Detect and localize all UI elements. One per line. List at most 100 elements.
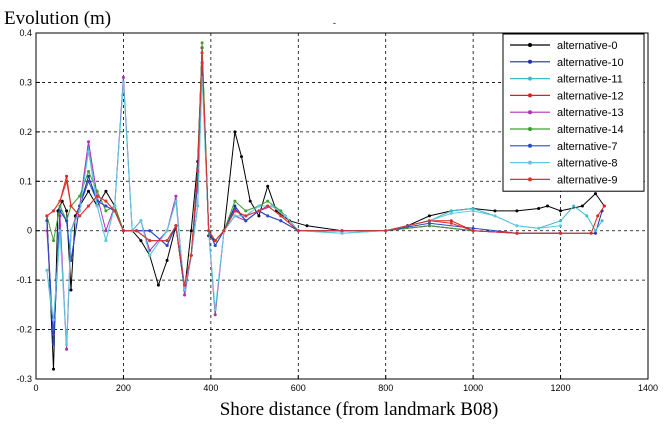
plot-frame <box>35 32 649 380</box>
data-point <box>87 189 90 193</box>
data-point <box>427 219 431 223</box>
data-point <box>257 214 261 218</box>
data-point <box>189 253 193 257</box>
x-tick-label: 1000 <box>463 383 483 393</box>
data-point <box>594 229 597 233</box>
data-point <box>266 214 270 218</box>
legend-marker <box>528 59 532 64</box>
data-point <box>87 204 90 208</box>
data-point <box>165 239 169 243</box>
y-tick-label: 0 <box>27 226 32 236</box>
y-tick-label: 0.2 <box>19 127 32 137</box>
data-point <box>174 199 178 203</box>
data-point <box>95 204 99 208</box>
data-point <box>183 293 187 297</box>
data-point <box>471 209 475 213</box>
data-point <box>65 219 69 223</box>
data-point <box>537 226 541 230</box>
data-point <box>233 204 237 208</box>
data-point <box>139 219 143 223</box>
y-tick-label: -0.2 <box>16 325 32 335</box>
data-point <box>65 209 69 213</box>
data-point <box>213 313 217 317</box>
data-point <box>95 189 99 193</box>
data-point <box>69 229 73 233</box>
data-point <box>104 189 108 193</box>
data-point <box>257 209 261 213</box>
data-point <box>121 229 125 233</box>
data-point <box>104 239 108 243</box>
data-point <box>45 219 49 223</box>
x-tick-label: 0 <box>33 383 38 393</box>
data-point <box>148 229 152 233</box>
data-point <box>165 258 169 262</box>
data-point <box>427 221 431 225</box>
legend-item: alternative-11 <box>510 74 623 86</box>
data-point <box>196 204 200 208</box>
data-point <box>65 179 69 183</box>
data-point <box>148 253 152 257</box>
data-point <box>471 207 475 210</box>
data-point <box>58 204 62 208</box>
data-point <box>213 244 217 247</box>
data-point <box>183 283 187 287</box>
data-point <box>87 169 90 173</box>
x-tick-label: 800 <box>378 383 393 393</box>
data-point <box>427 224 431 228</box>
data-point <box>537 207 541 210</box>
data-point <box>233 207 237 210</box>
data-point <box>283 214 287 218</box>
series-line <box>46 62 561 345</box>
data-point <box>233 214 237 218</box>
data-point <box>87 140 90 144</box>
data-point <box>65 347 69 351</box>
y-tick-label: 0.4 <box>19 28 32 38</box>
data-point <box>449 221 453 225</box>
data-point <box>244 219 248 223</box>
legend-item: alternative-7 <box>510 141 618 153</box>
data-point <box>266 184 270 188</box>
data-point <box>52 209 55 213</box>
data-point <box>585 214 589 218</box>
data-point <box>52 318 55 322</box>
data-point <box>183 288 187 292</box>
data-point <box>572 204 576 208</box>
data-point <box>449 219 453 223</box>
ticks: 0 200 400 600 800 1000 1200 1400 -0.3 -0.2 -0.1 0 0.… <box>16 28 658 393</box>
data-point <box>52 239 55 243</box>
legend-label: alternative-7 <box>557 141 618 153</box>
data-point <box>279 219 283 223</box>
data-point <box>589 231 593 235</box>
data-point <box>559 209 563 213</box>
data-point <box>156 283 160 287</box>
data-point <box>139 239 143 243</box>
data-point <box>121 80 125 84</box>
legend-item: alternative-14 <box>510 124 624 136</box>
data-point <box>165 244 169 247</box>
data-point <box>233 130 237 134</box>
data-point <box>427 214 431 218</box>
data-point <box>78 194 82 198</box>
data-point <box>65 174 69 178</box>
legend-label: alternative-12 <box>557 90 624 102</box>
data-point <box>121 76 125 79</box>
data-point <box>78 214 82 218</box>
y-axis-label: Evolution (m) <box>4 8 111 29</box>
data-point <box>104 199 108 203</box>
y-tick-label: -0.1 <box>16 275 32 285</box>
legend-label: alternative-9 <box>557 174 618 186</box>
data-point <box>449 209 453 213</box>
x-tick-label: 200 <box>116 383 131 393</box>
data-point <box>233 209 237 213</box>
data-point <box>104 229 108 233</box>
data-point <box>596 214 600 218</box>
legend: alternative-0 alternative-10 alternative-1… <box>502 33 645 192</box>
y-tick-label: -0.3 <box>16 374 32 384</box>
data-point <box>600 219 604 223</box>
data-point <box>58 199 62 203</box>
data-point <box>174 194 178 198</box>
legend-label: alternative-10 <box>557 57 624 69</box>
data-point <box>45 268 49 272</box>
data-point <box>113 209 117 213</box>
data-point <box>113 204 117 208</box>
